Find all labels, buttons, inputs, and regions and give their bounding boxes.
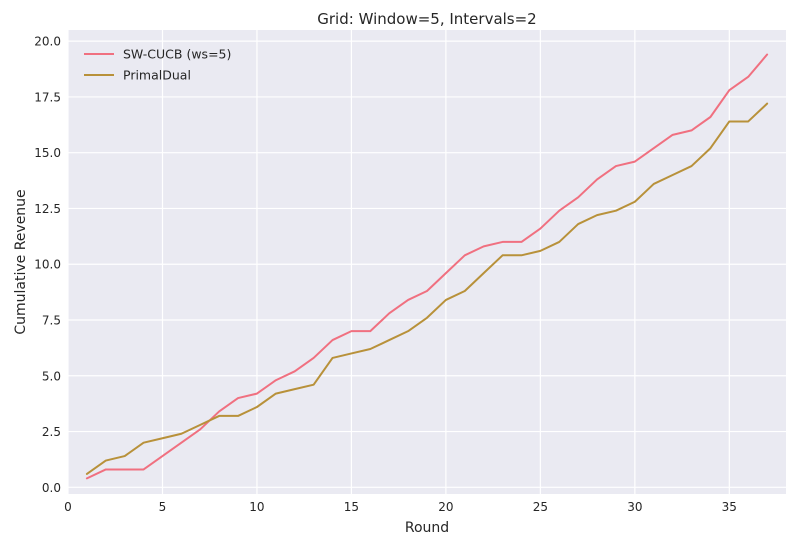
grid-lines — [67, 30, 786, 494]
y-tick-label: 15.0 — [34, 146, 61, 160]
legend: SW-CUCB (ws=5) PrimalDual — [84, 47, 231, 83]
y-tick-label: 5.0 — [42, 369, 61, 383]
chart-title: Grid: Window=5, Intervals=2 — [317, 10, 536, 28]
y-tick-label: 20.0 — [34, 35, 61, 49]
legend-label-sw-cucb: SW-CUCB (ws=5) — [123, 47, 231, 62]
plot-background — [68, 30, 786, 494]
y-axis-label: Cumulative Revenue — [13, 189, 29, 334]
x-tick-label: 35 — [722, 500, 737, 514]
y-tick-label: 2.5 — [42, 425, 61, 439]
y-tick-labels: 0.0 2.5 5.0 7.5 10.0 12.5 15.0 17.5 20.0 — [34, 35, 61, 495]
x-tick-label: 25 — [533, 500, 548, 514]
x-tick-labels: 0 5 10 15 20 25 30 35 — [64, 500, 737, 514]
series-line-primaldual — [85, 102, 769, 475]
x-tick-label: 0 — [64, 500, 72, 514]
y-tick-label: 12.5 — [34, 202, 61, 216]
series-line-sw-cucb — [85, 53, 769, 480]
x-tick-label: 20 — [438, 500, 453, 514]
x-tick-label: 15 — [344, 500, 359, 514]
x-tick-label: 5 — [159, 500, 167, 514]
y-tick-label: 10.0 — [34, 258, 61, 272]
x-tick-label: 30 — [627, 500, 642, 514]
x-tick-label: 10 — [249, 500, 264, 514]
y-tick-label: 17.5 — [34, 90, 61, 104]
series-lines — [85, 53, 769, 480]
x-axis-label: Round — [405, 520, 449, 536]
legend-label-primaldual: PrimalDual — [123, 68, 191, 83]
y-tick-label: 0.0 — [42, 481, 61, 495]
y-tick-label: 7.5 — [42, 314, 61, 328]
